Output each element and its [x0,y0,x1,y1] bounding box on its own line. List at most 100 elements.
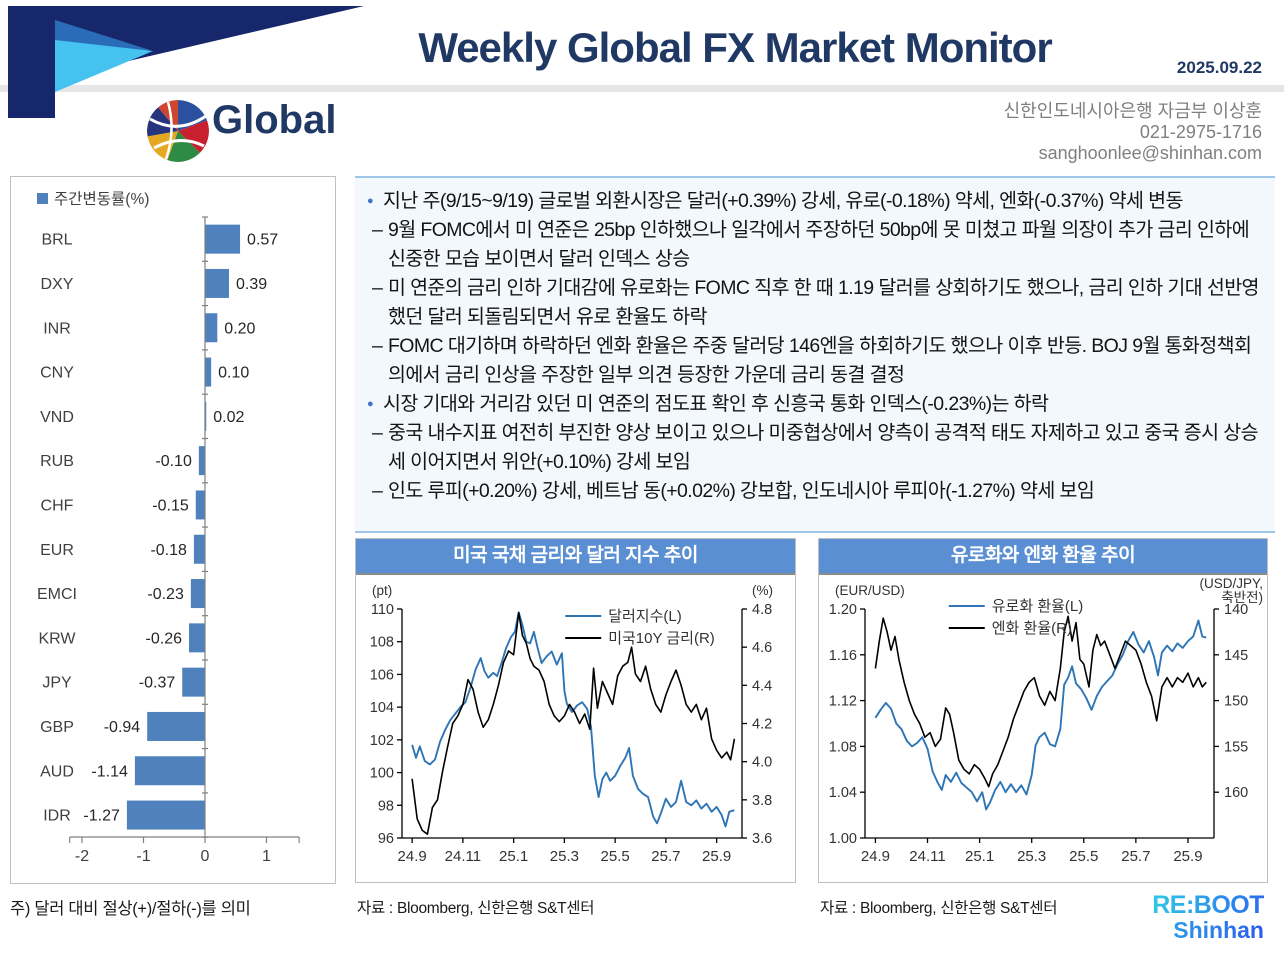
bar-axis-tick-label: -2 [75,848,89,865]
right-axis-tick-label: 160 [1224,785,1248,801]
bar-category-label: CHF [41,497,74,514]
x-axis-tick-label: 25.3 [1017,848,1046,865]
bar-value-label: 0.10 [218,365,249,382]
bar-CHF [195,490,205,520]
left-axis-unit: (EUR/USD) [835,583,905,598]
chart-source: 자료 : Bloomberg, 신한은행 S&T센터 [357,900,595,917]
right-axis-tick-label: 150 [1224,694,1248,710]
right-axis-tick-label: 4.8 [752,602,772,618]
bar-category-label: KRW [38,630,76,647]
legend-label: 달러지수(L) [608,608,682,625]
commentary-item: ● 시장 기대와 거리감 있던 미 연준의 점도표 확인 후 신흥국 통화 인덱스… [367,390,1263,419]
left-axis-tick-label: 1.20 [829,602,857,618]
legend-swatch [37,193,48,204]
bar-category-label: GBP [40,719,74,736]
us-rates-dxy-chart-panel: 미국 국채 금리와 달러 지수 추이 96 98 100 102 104 106 108 11… [355,538,796,883]
bar-CNY [205,357,212,387]
bullet-dash: – [372,219,383,241]
left-axis-tick-label: 98 [378,798,394,814]
commentary-text: 중국 내수지표 여전히 부진한 양상 보이고 있으나 미중협상에서 양측이 공격… [388,422,1259,473]
bar-BRL [205,224,241,254]
bar-DXY [205,268,229,298]
right-axis-tick-label: 4.2 [752,717,772,733]
page-title: Weekly Global FX Market Monitor [418,24,1052,71]
bar-IDR [126,800,205,830]
bullet-dash: – [372,335,383,357]
x-axis-tick-label: 25.7 [651,848,680,865]
bar-VND [205,401,207,431]
bullet-dash: – [372,277,383,299]
x-axis-tick-label: 25.1 [499,848,528,865]
bar-legend-label: 주간변동률(%) [54,190,149,208]
bar-value-label: -0.23 [147,586,184,603]
right-axis-unit: 축반전) [1221,590,1263,605]
commentary-item: – 인도 루피(+0.20%) 강세, 베트남 동(+0.02%) 강보합, 인도… [372,477,1263,506]
chart-title: 미국 국채 금리와 달러 지수 추이 [356,539,795,575]
global-flags-globe-icon [146,99,210,168]
bar-JPY [182,667,205,697]
bar-category-label: BRL [41,232,72,249]
market-commentary-panel: ● 지난 주(9/15~9/19) 글로벌 외환시장은 달러(+0.39%) 강세… [355,176,1275,533]
commentary-text: 지난 주(9/15~9/19) 글로벌 외환시장은 달러(+0.39%) 강세,… [383,190,1183,212]
legend-label: 엔화 환율(R) [992,620,1072,637]
bullet-dot: ● [367,398,374,410]
bar-value-label: -1.14 [91,763,128,780]
series-line [411,611,735,828]
bar-axis-tick-label: 0 [201,848,210,865]
bar-GBP [147,711,205,741]
left-axis-tick-label: 1.12 [829,694,857,710]
bar-category-label: VND [40,409,74,426]
x-axis-tick-label: 24.11 [445,848,481,865]
right-axis-tick-label: 4.6 [752,640,772,656]
legend-label: 미국10Y 금리(R) [608,630,715,647]
reboot-shinhan-logo: RE:BOOT Shinhan [1152,893,1264,943]
left-axis-tick-label: 1.16 [829,648,857,664]
left-axis-tick-label: 110 [371,602,394,618]
bar-category-label: JPY [42,675,72,692]
legend-label: 유로화 환율(L) [992,598,1084,615]
header-divider-band [0,85,1284,92]
commentary-item: –9월 FOMC에서 미 연준은 25bp 인하했으나 일각에서 주장하던 50… [372,216,1263,274]
bar-INR [205,313,218,343]
chart-title: 유로화와 엔화 환율 추이 [819,539,1267,575]
contact-org: 신한인도네시아은행 자금부 이상훈 [1003,101,1262,121]
chart-source: 자료 : Bloomberg, 신한은행 S&T센터 [820,900,1058,917]
commentary-text: FOMC 대기하며 하락하던 엔화 환율은 주중 달러당 146엔을 하회하기도… [388,335,1252,386]
bar-category-label: EMCI [37,586,77,603]
right-axis-tick-label: 3.8 [752,793,772,809]
bar-AUD [134,756,205,786]
x-axis-tick-label: 25.1 [965,848,994,865]
bar-category-label: CNY [40,365,74,382]
bar-KRW [189,623,205,653]
contact-block: 신한인도네시아은행 자금부 이상훈 021-2975-1716 sanghoon… [1004,101,1262,164]
eur-jpy-line-chart: 1.00 1.04 1.08 1.12 1.16 1.20 140 145 150 155 160 2… [829,576,1263,865]
eur-jpy-chart-panel: 유로화와 엔화 환율 추이 1.00 1.04 1.08 1.12 1.16 1.20 14… [818,538,1268,883]
bar-value-label: 0.57 [247,232,278,249]
x-axis-tick-label: 25.5 [1069,848,1098,865]
x-axis-tick-label: 24.9 [861,848,890,865]
logo-line-shinhan: Shinhan [1152,918,1264,943]
left-axis-tick-label: 108 [370,635,394,651]
left-axis-tick-label: 1.04 [829,785,857,801]
bullet-dot: ● [367,195,374,207]
bar-category-label: IDR [43,808,71,825]
commentary-item: ● 지난 주(9/15~9/19) 글로벌 외환시장은 달러(+0.39%) 강세… [367,187,1263,216]
commentary-item: – FOMC 대기하며 하락하던 엔화 환율은 주중 달러당 146엔을 하회하기… [372,332,1263,390]
bar-RUB [198,446,205,476]
corner-ribbon-decoration [8,6,364,118]
x-axis-tick-label: 25.3 [550,848,579,865]
bar-value-label: -0.10 [155,453,192,470]
series-line [874,619,1207,811]
bullet-dash: – [372,480,383,502]
bullet-dash: – [372,422,383,444]
right-axis-tick-label: 3.6 [752,831,772,847]
section-title: Global [212,98,337,142]
bar-value-label: -0.18 [150,542,187,559]
weekly-change-bar-chart: 주간변동률(%) BRL 0.57 DXY 0.39 INR 0.20 CNY 0.10 VND 0… [37,190,300,865]
commentary-item: – 중국 내수지표 여전히 부진한 양상 보이고 있으나 미중협상에서 양측이 공… [372,419,1263,477]
contact-phone: 021-2975-1716 [1139,122,1262,142]
bar-value-label: -1.27 [83,808,120,825]
contact-email: sanghoonlee@shinhan.com [1038,143,1262,163]
x-axis-tick-label: 25.7 [1121,848,1150,865]
